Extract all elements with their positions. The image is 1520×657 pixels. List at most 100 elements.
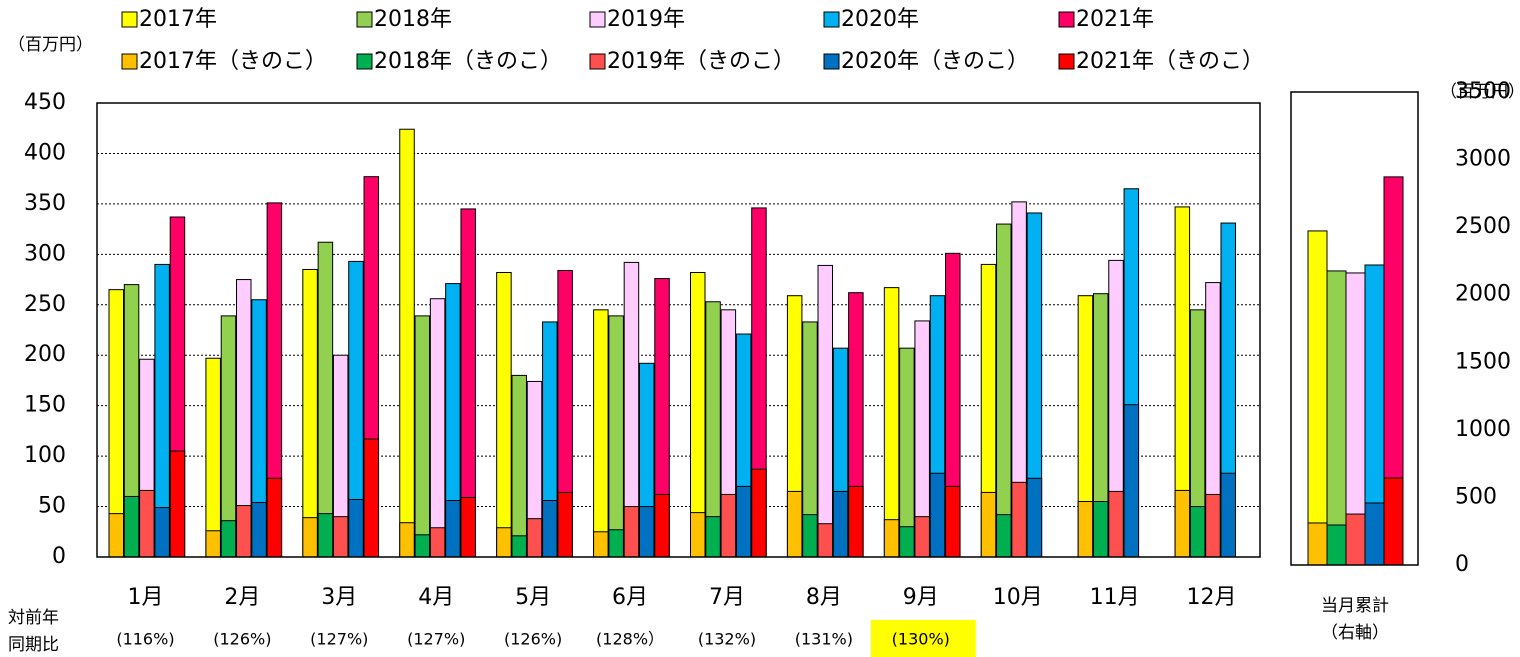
y2-unit: （百万円）: [1440, 82, 1520, 102]
legend-swatch: [823, 53, 840, 70]
legend-label: 2020年（きのこ）: [841, 49, 1029, 74]
bar: [169, 450, 186, 558]
bar: [690, 512, 706, 558]
bar: [139, 489, 155, 558]
bar: [399, 128, 415, 558]
x-tick-label: 3月: [321, 585, 357, 610]
legend-swatch: [823, 11, 840, 28]
bar: [996, 514, 1012, 558]
legend-label: 2021年（きのこ）: [1076, 49, 1264, 74]
bar: [496, 527, 512, 558]
bar: [1205, 493, 1221, 558]
yoy-title: 対前年: [8, 608, 59, 628]
bar: [751, 468, 767, 558]
bar: [817, 264, 834, 558]
y-tick-label: 200: [24, 342, 66, 367]
bar: [883, 519, 900, 558]
yoy-label: (127%): [310, 630, 368, 649]
x-tick-label: 2月: [224, 585, 260, 610]
legend-label: 2019年: [607, 7, 685, 32]
y-tick-label: 0: [1455, 552, 1469, 577]
bar: [302, 268, 318, 558]
bar: [1011, 481, 1027, 558]
bar: [1307, 230, 1328, 566]
y-tick-label: 3500: [1455, 79, 1511, 104]
legend-swatch: [356, 53, 373, 70]
bar: [848, 485, 864, 558]
bar: [1364, 502, 1385, 566]
bar: [1307, 522, 1328, 566]
bar: [945, 485, 961, 558]
y-tick-label: 50: [38, 494, 66, 519]
bar: [817, 523, 834, 558]
bar: [1345, 513, 1366, 566]
bar: [996, 223, 1012, 558]
bar: [363, 438, 380, 558]
legend-swatch: [356, 11, 373, 28]
bar: [1174, 489, 1191, 558]
y-tick-label: 1000: [1455, 417, 1511, 442]
y-tick-label: 150: [24, 393, 66, 418]
yoy-label: (132%): [698, 630, 756, 649]
bar: [1092, 501, 1109, 558]
bar: [251, 502, 267, 558]
bar: [1220, 472, 1236, 558]
bar: [1326, 270, 1347, 566]
bar: [205, 357, 221, 558]
bar: [414, 315, 431, 558]
y-tick-label: 2500: [1455, 214, 1511, 239]
bar: [108, 513, 124, 558]
bar: [205, 530, 221, 558]
bar: [123, 495, 140, 558]
bar: [802, 514, 818, 558]
yoy-highlight: [870, 620, 976, 657]
bar: [914, 516, 930, 558]
bar: [1077, 501, 1094, 558]
legend-label: 2020年: [841, 7, 919, 32]
bar: [786, 490, 803, 558]
y-tick-label: 450: [24, 90, 66, 115]
bar: [154, 507, 170, 558]
bar: [1189, 506, 1206, 558]
legend-swatch: [121, 11, 138, 28]
bar: [593, 531, 609, 558]
bar: [654, 493, 670, 558]
bar: [832, 490, 849, 558]
y-tick-label: 1500: [1455, 349, 1511, 374]
x-tick-label: 12月: [1187, 585, 1237, 610]
bar: [899, 347, 915, 558]
bar: [735, 485, 752, 558]
bar: [608, 315, 624, 558]
bar: [332, 516, 349, 558]
bar: [460, 496, 476, 558]
y-tick-label: 2000: [1455, 282, 1511, 307]
yoy-title: 同期比: [8, 635, 59, 655]
x-tick-label: 6月: [612, 585, 648, 610]
bar: [980, 491, 997, 558]
yoy-label: (126%): [213, 630, 271, 649]
plot-frame: [1290, 91, 1419, 566]
bar: [608, 529, 624, 558]
x-tick-label: 7月: [709, 585, 745, 610]
yoy-label: (128%）: [596, 630, 664, 649]
x-tick-label: 8月: [806, 585, 842, 610]
bar: [899, 526, 915, 558]
legend-swatch: [589, 11, 606, 28]
x-tick-label: 5月: [515, 585, 551, 610]
bar: [1108, 490, 1124, 558]
bar: [317, 513, 334, 558]
x-tick-label: 9月: [903, 585, 939, 610]
bar: [1326, 524, 1347, 566]
bar: [593, 309, 609, 558]
bar: [220, 520, 237, 558]
y-tick-label: 0: [52, 544, 66, 569]
y-unit: （百万円）: [8, 35, 93, 55]
yoy-label: (126%): [504, 630, 562, 649]
legend-swatch: [121, 53, 138, 70]
bar: [429, 527, 446, 558]
legend-label: 2017年: [139, 7, 217, 32]
x-tick-label: 1月: [127, 585, 163, 610]
y-tick-label: 400: [24, 140, 66, 165]
y-tick-label: 250: [24, 292, 66, 317]
